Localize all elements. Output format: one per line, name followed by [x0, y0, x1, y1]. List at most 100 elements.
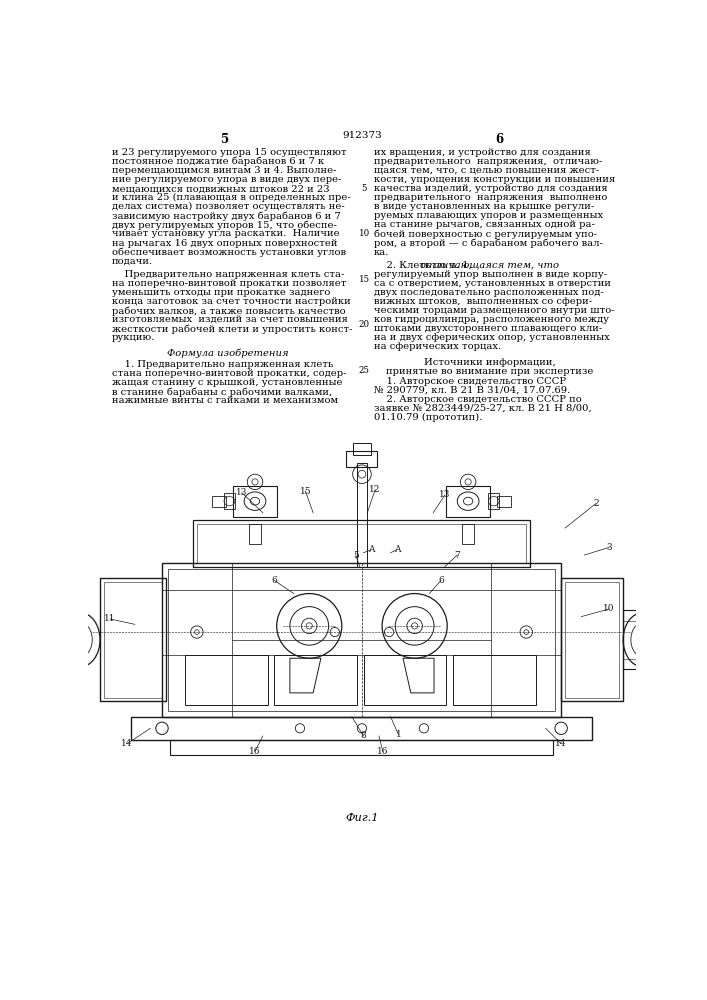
Text: штоками двухстороннего плавающего кли-: штоками двухстороннего плавающего кли-: [373, 324, 602, 333]
Text: принятые во внимание при экспертизе: принятые во внимание при экспертизе: [386, 367, 593, 376]
Text: 5: 5: [361, 184, 367, 193]
Bar: [446, 486, 490, 517]
Text: Источники информации,: Источники информации,: [424, 358, 556, 367]
Text: руемых плавающих упоров и размещенных: руемых плавающих упоров и размещенных: [373, 211, 602, 220]
Text: на рычагах 16 двух опорных поверхностей: на рычагах 16 двух опорных поверхностей: [112, 239, 337, 248]
Text: рукцию.: рукцию.: [112, 333, 155, 342]
Text: бочей поверхностью с регулируемым упо-: бочей поверхностью с регулируемым упо-: [373, 229, 597, 239]
Bar: [212, 496, 226, 507]
Text: 25: 25: [358, 366, 370, 375]
Text: 1. Авторское свидетельство СССР: 1. Авторское свидетельство СССР: [373, 377, 566, 386]
Text: 13: 13: [439, 490, 450, 499]
Bar: [162, 563, 561, 717]
Text: их вращения, и устройство для создания: их вращения, и устройство для создания: [373, 148, 590, 157]
Text: перемещающимся винтам 3 и 4. Выполне-: перемещающимся винтам 3 и 4. Выполне-: [112, 166, 336, 175]
Text: жесткости рабочей клети и упростить конст-: жесткости рабочей клети и упростить конс…: [112, 324, 352, 334]
Text: на станине рычагов, связанных одной ра-: на станине рычагов, связанных одной ра-: [373, 220, 595, 229]
Text: 6: 6: [496, 133, 503, 146]
Text: предварительного  напряжения,  отличаю-: предварительного напряжения, отличаю-: [373, 157, 602, 166]
Text: 6: 6: [271, 576, 277, 585]
Text: постоянное поджатие барабанов 6 и 7 к: постоянное поджатие барабанов 6 и 7 к: [112, 157, 324, 166]
Text: обеспечивает возможность установки углов: обеспечивает возможность установки углов: [112, 248, 346, 257]
Bar: [346, 451, 378, 466]
Bar: [462, 524, 474, 544]
Text: A: A: [394, 545, 400, 554]
Text: нажимные винты с гайками и механизмом: нажимные винты с гайками и механизмом: [112, 396, 338, 405]
Text: 2. Клеть по п. 1,: 2. Клеть по п. 1,: [373, 261, 474, 270]
Bar: [62, 610, 81, 669]
Bar: [565, 582, 619, 698]
Text: в виде установленных на крышке регули-: в виде установленных на крышке регули-: [373, 202, 594, 211]
Text: в станине барабаны с рабочими валками,: в станине барабаны с рабочими валками,: [112, 387, 332, 397]
Bar: [193, 520, 530, 567]
Text: 12: 12: [370, 485, 381, 494]
Text: ка.: ка.: [373, 248, 389, 257]
Bar: [561, 578, 623, 701]
Text: 01.10.79 (прототип).: 01.10.79 (прототип).: [373, 413, 482, 422]
Bar: [185, 655, 268, 705]
Text: 912373: 912373: [342, 131, 382, 140]
Text: са с отверстием, установленных в отверстии: са с отверстием, установленных в отверст…: [373, 279, 611, 288]
Bar: [249, 524, 261, 544]
Text: 7: 7: [455, 551, 460, 560]
Text: 10: 10: [604, 604, 615, 613]
Text: и 23 регулируемого упора 15 осуществляют: и 23 регулируемого упора 15 осуществляют: [112, 148, 346, 157]
Text: жащая станину с крышкой, установленные: жащая станину с крышкой, установленные: [112, 378, 342, 387]
Text: 5: 5: [353, 551, 358, 560]
Bar: [623, 610, 643, 669]
Bar: [363, 655, 446, 705]
Bar: [131, 717, 592, 740]
Text: 2. Авторское свидетельство СССР по: 2. Авторское свидетельство СССР по: [373, 395, 581, 404]
Text: 2: 2: [593, 499, 599, 508]
Text: и клина 25 (плавающая в определенных пре-: и клина 25 (плавающая в определенных пре…: [112, 193, 351, 202]
Bar: [100, 578, 166, 701]
Text: 13: 13: [236, 488, 247, 497]
Bar: [104, 582, 162, 698]
Text: стана поперечно-винтовой прокатки, содер-: стана поперечно-винтовой прокатки, содер…: [112, 369, 346, 378]
Text: 16: 16: [250, 747, 261, 756]
Text: 15: 15: [300, 487, 311, 496]
Text: качества изделий, устройство для создания: качества изделий, устройство для создани…: [373, 184, 607, 193]
Text: регулируемый упор выполнен в виде корпу-: регулируемый упор выполнен в виде корпу-: [373, 270, 607, 279]
Bar: [452, 655, 535, 705]
Bar: [357, 463, 367, 567]
Text: 1: 1: [395, 730, 402, 739]
Text: на и двух сферических опор, установленных: на и двух сферических опор, установленны…: [373, 333, 609, 342]
Text: 1. Предварительно напряженная клеть: 1. Предварительно напряженная клеть: [112, 360, 333, 369]
Text: рабочих валков, а также повысить качество: рабочих валков, а также повысить качеств…: [112, 306, 345, 316]
Text: отличающаяся тем, что: отличающаяся тем, что: [420, 261, 559, 270]
Text: чивает установку угла раскатки.  Наличие: чивает установку угла раскатки. Наличие: [112, 229, 339, 238]
Text: ние регулируемого упора в виде двух пере-: ние регулируемого упора в виде двух пере…: [112, 175, 341, 184]
Text: 15: 15: [358, 275, 370, 284]
Bar: [170, 740, 554, 755]
Text: № 290779, кл. В 21 В 31/04, 17.07.69.: № 290779, кл. В 21 В 31/04, 17.07.69.: [373, 386, 570, 395]
Text: A: A: [368, 545, 375, 554]
Bar: [489, 493, 499, 509]
Text: 16: 16: [377, 747, 389, 756]
Text: вижных штоков,  выполненных со сфери-: вижных штоков, выполненных со сфери-: [373, 297, 592, 306]
Text: делах система) позволяет осуществлять не-: делах система) позволяет осуществлять не…: [112, 202, 344, 211]
Text: Предварительно напряженная клеть ста-: Предварительно напряженная клеть ста-: [112, 270, 344, 279]
Text: 11: 11: [105, 614, 116, 623]
Text: 14: 14: [556, 739, 567, 748]
Text: 5: 5: [221, 133, 229, 146]
Text: уменьшить отходы при прокатке заднего: уменьшить отходы при прокатке заднего: [112, 288, 330, 297]
Text: предварительного  напряжения  выполнено: предварительного напряжения выполнено: [373, 193, 607, 202]
Text: на сферических торцах.: на сферических торцах.: [373, 342, 501, 351]
Bar: [168, 569, 555, 711]
Text: 14: 14: [122, 739, 133, 748]
Bar: [274, 655, 357, 705]
Text: 3: 3: [607, 543, 612, 552]
Bar: [224, 493, 235, 509]
Text: мещающихся подвижных штоков 22 и 23: мещающихся подвижных штоков 22 и 23: [112, 184, 329, 193]
Text: 6: 6: [438, 576, 444, 585]
Text: ческими торцами размещенного внутри што-: ческими торцами размещенного внутри што-: [373, 306, 614, 315]
Text: двух регулируемых упоров 15, что обеспе-: двух регулируемых упоров 15, что обеспе-: [112, 220, 337, 230]
Bar: [197, 524, 526, 563]
Text: Формула изобретения: Формула изобретения: [167, 349, 288, 358]
Text: ков гидроцилиндра, расположенного между: ков гидроцилиндра, расположенного между: [373, 315, 609, 324]
Text: изготовляемых  изделий за счет повышения: изготовляемых изделий за счет повышения: [112, 315, 348, 324]
Text: двух последовательно расположенных под-: двух последовательно расположенных под-: [373, 288, 603, 297]
Bar: [497, 496, 510, 507]
Text: 10: 10: [358, 229, 370, 238]
